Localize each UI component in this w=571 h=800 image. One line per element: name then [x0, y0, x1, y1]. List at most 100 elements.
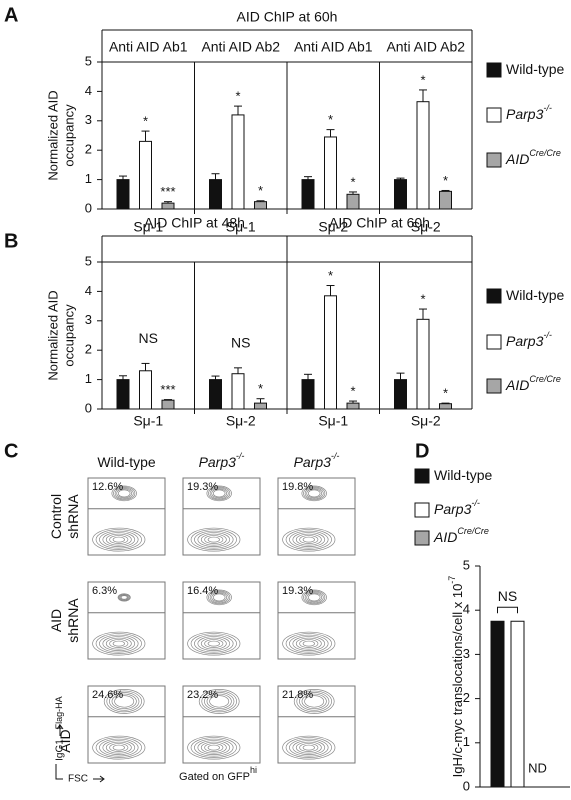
row-label-main: AID — [57, 729, 73, 752]
contour — [209, 591, 229, 604]
contour — [118, 593, 130, 601]
y-tick-label: 4 — [85, 83, 92, 98]
y-tick-label: 4 — [463, 602, 470, 617]
y-axis-label: occupancy — [61, 304, 76, 367]
bar — [346, 402, 360, 410]
contour — [190, 737, 237, 758]
contour — [282, 735, 336, 760]
bar — [161, 202, 175, 210]
gate-label: Gated on GFPhi — [179, 765, 257, 783]
legend-label-main: Parp3 — [506, 106, 544, 122]
bar — [254, 402, 267, 410]
contour — [117, 489, 131, 498]
legend-label: AIDCre/Cre — [505, 148, 561, 166]
contour — [289, 634, 329, 653]
y-axis-label: Normalized AID — [45, 90, 60, 180]
contour — [212, 489, 226, 498]
contour — [301, 485, 327, 502]
bar — [510, 620, 525, 788]
row-label: Control — [48, 494, 64, 539]
contour — [92, 631, 146, 656]
contour — [292, 636, 326, 651]
contour — [289, 738, 329, 757]
contour — [187, 527, 241, 552]
contour — [207, 744, 220, 751]
annotation: * — [350, 383, 355, 398]
bar — [209, 379, 222, 410]
contour — [187, 631, 241, 656]
contour — [111, 485, 137, 502]
contour — [295, 533, 322, 546]
legend-label-main: Wild-type — [434, 467, 493, 483]
bar — [231, 373, 245, 410]
contour — [105, 637, 132, 650]
contour — [102, 532, 136, 547]
bar — [231, 114, 245, 210]
contour — [198, 689, 240, 714]
bar — [209, 179, 222, 210]
bar — [439, 403, 452, 410]
contour — [105, 741, 132, 754]
annotation: * — [350, 174, 355, 189]
x-tick-label: Sμ-1 — [226, 219, 256, 235]
contour — [109, 692, 140, 711]
legend-label-main: AID — [433, 529, 457, 545]
group-label: Anti AID Ab1 — [109, 39, 188, 55]
bar — [301, 179, 315, 210]
contour — [99, 634, 139, 653]
contour — [109, 639, 129, 648]
gate-percentage: 12.6% — [92, 481, 123, 493]
contour — [296, 690, 332, 713]
annotation: * — [328, 268, 333, 283]
header-label: AID ChIP at 60h — [237, 9, 338, 25]
contour — [206, 589, 232, 606]
contour — [204, 639, 224, 648]
contour — [292, 740, 326, 755]
legend-label-main: Parp3 — [506, 333, 544, 349]
contour — [194, 738, 234, 757]
contour — [119, 594, 130, 601]
contour — [206, 693, 232, 710]
contour — [102, 740, 136, 755]
contour — [197, 740, 231, 755]
x-tick-label: Sμ-2 — [318, 219, 348, 235]
y-tick-label: 3 — [85, 312, 92, 327]
contour — [299, 535, 319, 544]
annotation: ND — [528, 760, 547, 775]
contour — [190, 633, 237, 654]
bar — [139, 370, 152, 410]
contour — [102, 636, 136, 651]
legend-label-sup: Cre/Cre — [529, 374, 561, 384]
legend-swatch — [486, 107, 502, 123]
bar — [139, 140, 152, 210]
annotation: * — [143, 114, 148, 129]
contour — [285, 737, 332, 758]
contour — [114, 695, 135, 708]
gate-percentage: 16.4% — [187, 585, 218, 597]
legend-swatch — [414, 468, 430, 484]
contour — [301, 693, 327, 710]
group-label: Anti AID Ab2 — [201, 39, 280, 55]
gate-percentage: 19.8% — [282, 481, 313, 493]
contour — [299, 639, 319, 648]
gate-percentage: 24.6% — [92, 689, 123, 701]
panel-letter: D — [415, 440, 429, 462]
y-tick-label: 2 — [463, 690, 470, 705]
contour — [197, 532, 231, 547]
bar — [394, 179, 407, 210]
contour — [211, 592, 228, 603]
group-annotation: NS — [231, 335, 250, 351]
panel-letter: C — [4, 440, 18, 462]
column-header: Wild-type — [97, 454, 156, 470]
legend-label-main: Wild-type — [506, 61, 565, 77]
gate-percentage: 21.8% — [282, 689, 313, 701]
contour — [289, 530, 329, 549]
legend-label-sup: Cre/Cre — [457, 526, 489, 536]
contour — [307, 593, 321, 602]
contour — [194, 634, 234, 653]
contour — [99, 530, 139, 549]
contour — [120, 595, 128, 600]
bracket-label: NS — [498, 588, 517, 604]
contour — [204, 692, 235, 711]
